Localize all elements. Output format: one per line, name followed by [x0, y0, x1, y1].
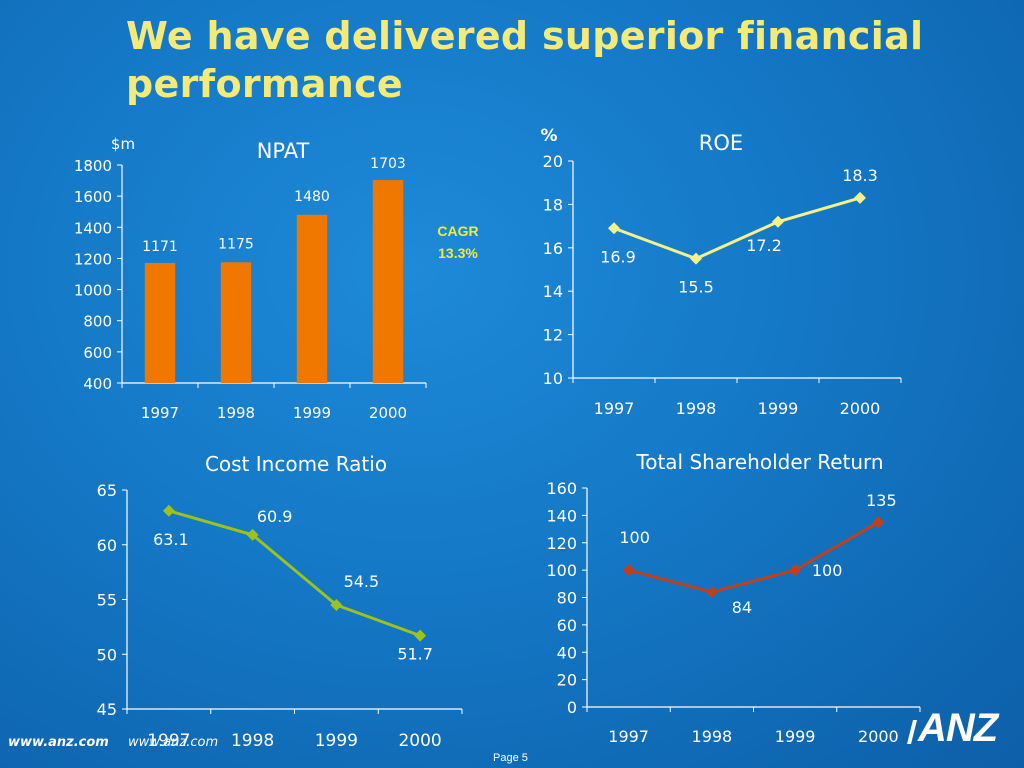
y-tick-label: 160: [546, 479, 577, 498]
data-label: 63.1: [153, 530, 189, 549]
bar: [296, 214, 328, 383]
data-point: [789, 564, 802, 577]
y-tick-label: 20: [557, 671, 577, 690]
data-label: 54.5: [344, 572, 380, 591]
footer-url-1[interactable]: www.anz.com: [8, 735, 109, 750]
data-label: 1175: [218, 236, 254, 252]
y-tick-label: 50: [97, 645, 117, 664]
y-tick-label: 16: [543, 239, 563, 258]
bar: [372, 180, 404, 383]
x-tick-label: 1997: [608, 727, 649, 746]
y-tick-label: 40: [557, 643, 577, 662]
anz-logo: ANZ: [918, 706, 998, 750]
y-tick-label: 120: [546, 534, 577, 553]
x-tick-label: 1997: [141, 404, 179, 422]
x-tick-label: 1999: [293, 404, 331, 422]
data-label: 51.7: [397, 645, 433, 664]
slide-title: We have delivered superior financial per…: [126, 14, 924, 106]
x-tick-label: 1998: [217, 404, 255, 422]
data-point: [854, 191, 866, 204]
data-label: 1703: [370, 156, 406, 172]
series-line: [628, 520, 880, 594]
data-point: [690, 252, 702, 265]
data-label: 135: [866, 491, 897, 510]
data-point: [872, 516, 885, 529]
y-tick-label: 400: [83, 375, 112, 393]
data-point: [622, 564, 635, 577]
chart-title: NPAT: [257, 139, 310, 163]
y-tick-label: 140: [546, 506, 577, 525]
y-tick-label: 1400: [74, 219, 112, 237]
data-label: 1480: [294, 189, 330, 205]
series-line: [613, 196, 861, 261]
data-label: 18.3: [842, 166, 878, 185]
data-point: [246, 528, 259, 541]
x-tick-label: 1998: [676, 399, 717, 418]
y-tick-label: 1800: [74, 157, 112, 175]
data-point: [162, 504, 175, 517]
y-tick-label: 600: [83, 344, 112, 362]
y-tick-label: 60: [557, 616, 577, 635]
data-label: 60.9: [257, 507, 293, 526]
series-line: [168, 509, 421, 638]
chart-title: ROE: [699, 131, 743, 155]
data-label: 17.2: [746, 236, 782, 255]
y-tick-label: 14: [543, 282, 563, 301]
data-label: 1171: [142, 239, 178, 255]
bar: [220, 262, 252, 383]
x-tick-label: 2000: [858, 727, 899, 746]
y-tick-label: 60: [97, 536, 117, 555]
y-tick-label: 20: [543, 152, 563, 171]
bar: [144, 262, 176, 383]
data-label: 100: [812, 561, 843, 580]
y-axis-label: %: [540, 126, 557, 146]
data-point: [772, 215, 784, 228]
chart-title: Cost Income Ratio: [205, 452, 387, 476]
x-tick-label: 1997: [594, 399, 635, 418]
y-tick-label: 55: [97, 591, 117, 610]
chart-title: Total Shareholder Return: [635, 450, 883, 474]
x-tick-label: 1998: [692, 727, 733, 746]
x-tick-label: 1998: [231, 731, 274, 751]
x-tick-label: 2000: [398, 731, 441, 751]
y-tick-label: 0: [567, 698, 577, 717]
y-tick-label: 65: [97, 481, 117, 500]
data-label: 15.5: [678, 278, 714, 297]
x-tick-label: 1999: [315, 731, 358, 751]
data-label: 100: [619, 528, 650, 547]
x-tick-label: 1997: [147, 731, 190, 751]
page-number: Page 5: [493, 752, 528, 764]
y-axis-label: $m: [111, 135, 135, 153]
anz-logo-mark-icon: [907, 720, 917, 744]
data-label: 16.9: [600, 247, 636, 266]
y-tick-label: 1600: [74, 188, 112, 206]
data-label: 84: [732, 598, 752, 617]
y-tick-label: 1200: [74, 250, 112, 268]
data-point: [608, 222, 620, 235]
y-tick-label: 800: [83, 313, 112, 331]
x-tick-label: 1999: [775, 727, 816, 746]
y-tick-label: 80: [557, 589, 577, 608]
data-point: [414, 629, 427, 642]
x-tick-label: 2000: [840, 399, 881, 418]
x-tick-label: 1999: [758, 399, 799, 418]
y-tick-label: 100: [546, 561, 577, 580]
y-tick-label: 1000: [74, 282, 112, 300]
y-tick-label: 10: [543, 369, 563, 388]
y-tick-label: 18: [543, 195, 563, 214]
data-point: [705, 586, 718, 599]
data-point: [330, 598, 343, 611]
footer-url-2[interactable]: www.anz.com: [128, 735, 219, 750]
cagr-annotation-value: 13.3%: [438, 245, 478, 261]
x-tick-label: 2000: [369, 404, 407, 422]
y-tick-label: 12: [543, 326, 563, 345]
y-tick-label: 45: [97, 700, 117, 719]
cagr-annotation-label: CAGR: [437, 223, 478, 239]
